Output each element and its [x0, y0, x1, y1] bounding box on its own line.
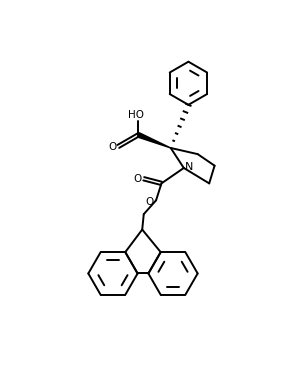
Text: O: O: [146, 197, 154, 207]
Polygon shape: [138, 133, 171, 148]
Text: O: O: [133, 174, 142, 184]
Text: HO: HO: [128, 110, 144, 120]
Text: O: O: [109, 142, 117, 152]
Text: N: N: [185, 162, 194, 172]
